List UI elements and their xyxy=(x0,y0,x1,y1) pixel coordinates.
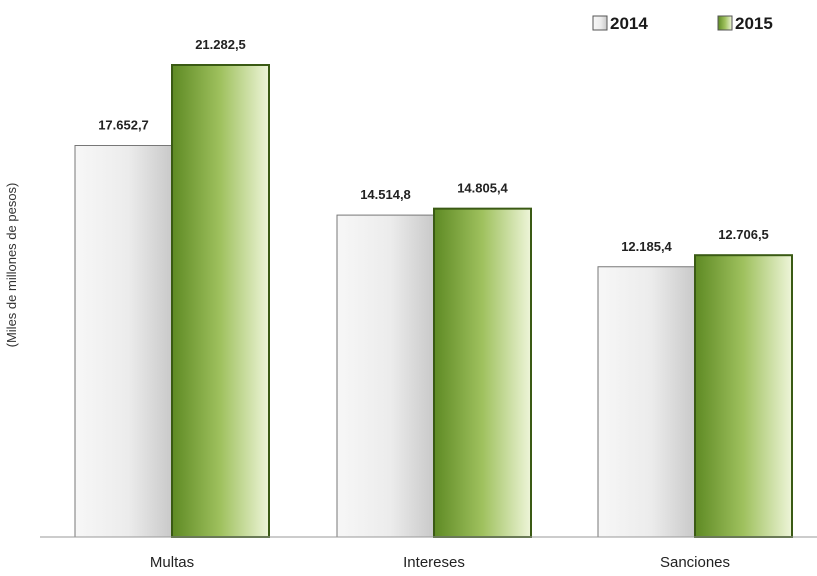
category-label-multas: Multas xyxy=(150,554,194,571)
legend: 2014 2015 xyxy=(592,14,773,33)
category-labels-group: Multas Intereses Sanciones xyxy=(150,554,730,571)
category-label-sanciones: Sanciones xyxy=(660,554,730,571)
legend-swatch-2015 xyxy=(717,15,733,31)
bar-sanciones-2015 xyxy=(694,254,793,538)
bars-group xyxy=(74,64,793,538)
category-label-intereses: Intereses xyxy=(403,554,465,571)
value-label-intereses-2015: 14.805,4 xyxy=(457,181,508,196)
bar-multas-2015 xyxy=(171,64,270,538)
value-label-sanciones-2015: 12.706,5 xyxy=(718,227,769,242)
bar-multas-2014 xyxy=(74,145,173,538)
bar-sanciones-2014 xyxy=(597,266,696,538)
legend-swatch-2014 xyxy=(592,15,608,31)
value-label-sanciones-2014: 12.185,4 xyxy=(621,239,672,254)
value-labels-group: 17.652,7 21.282,5 14.514,8 14.805,4 12.185,4… xyxy=(98,37,769,254)
bar-intereses-2015 xyxy=(433,207,532,538)
value-label-multas-2015: 21.282,5 xyxy=(195,37,246,52)
legend-label-2015: 2015 xyxy=(735,14,773,33)
y-axis-label: (Miles de millones de pesos) xyxy=(4,183,19,348)
bar-intereses-2014 xyxy=(336,214,435,538)
value-label-multas-2014: 17.652,7 xyxy=(98,118,149,133)
legend-label-2014: 2014 xyxy=(610,14,648,33)
value-label-intereses-2014: 14.514,8 xyxy=(360,187,411,202)
